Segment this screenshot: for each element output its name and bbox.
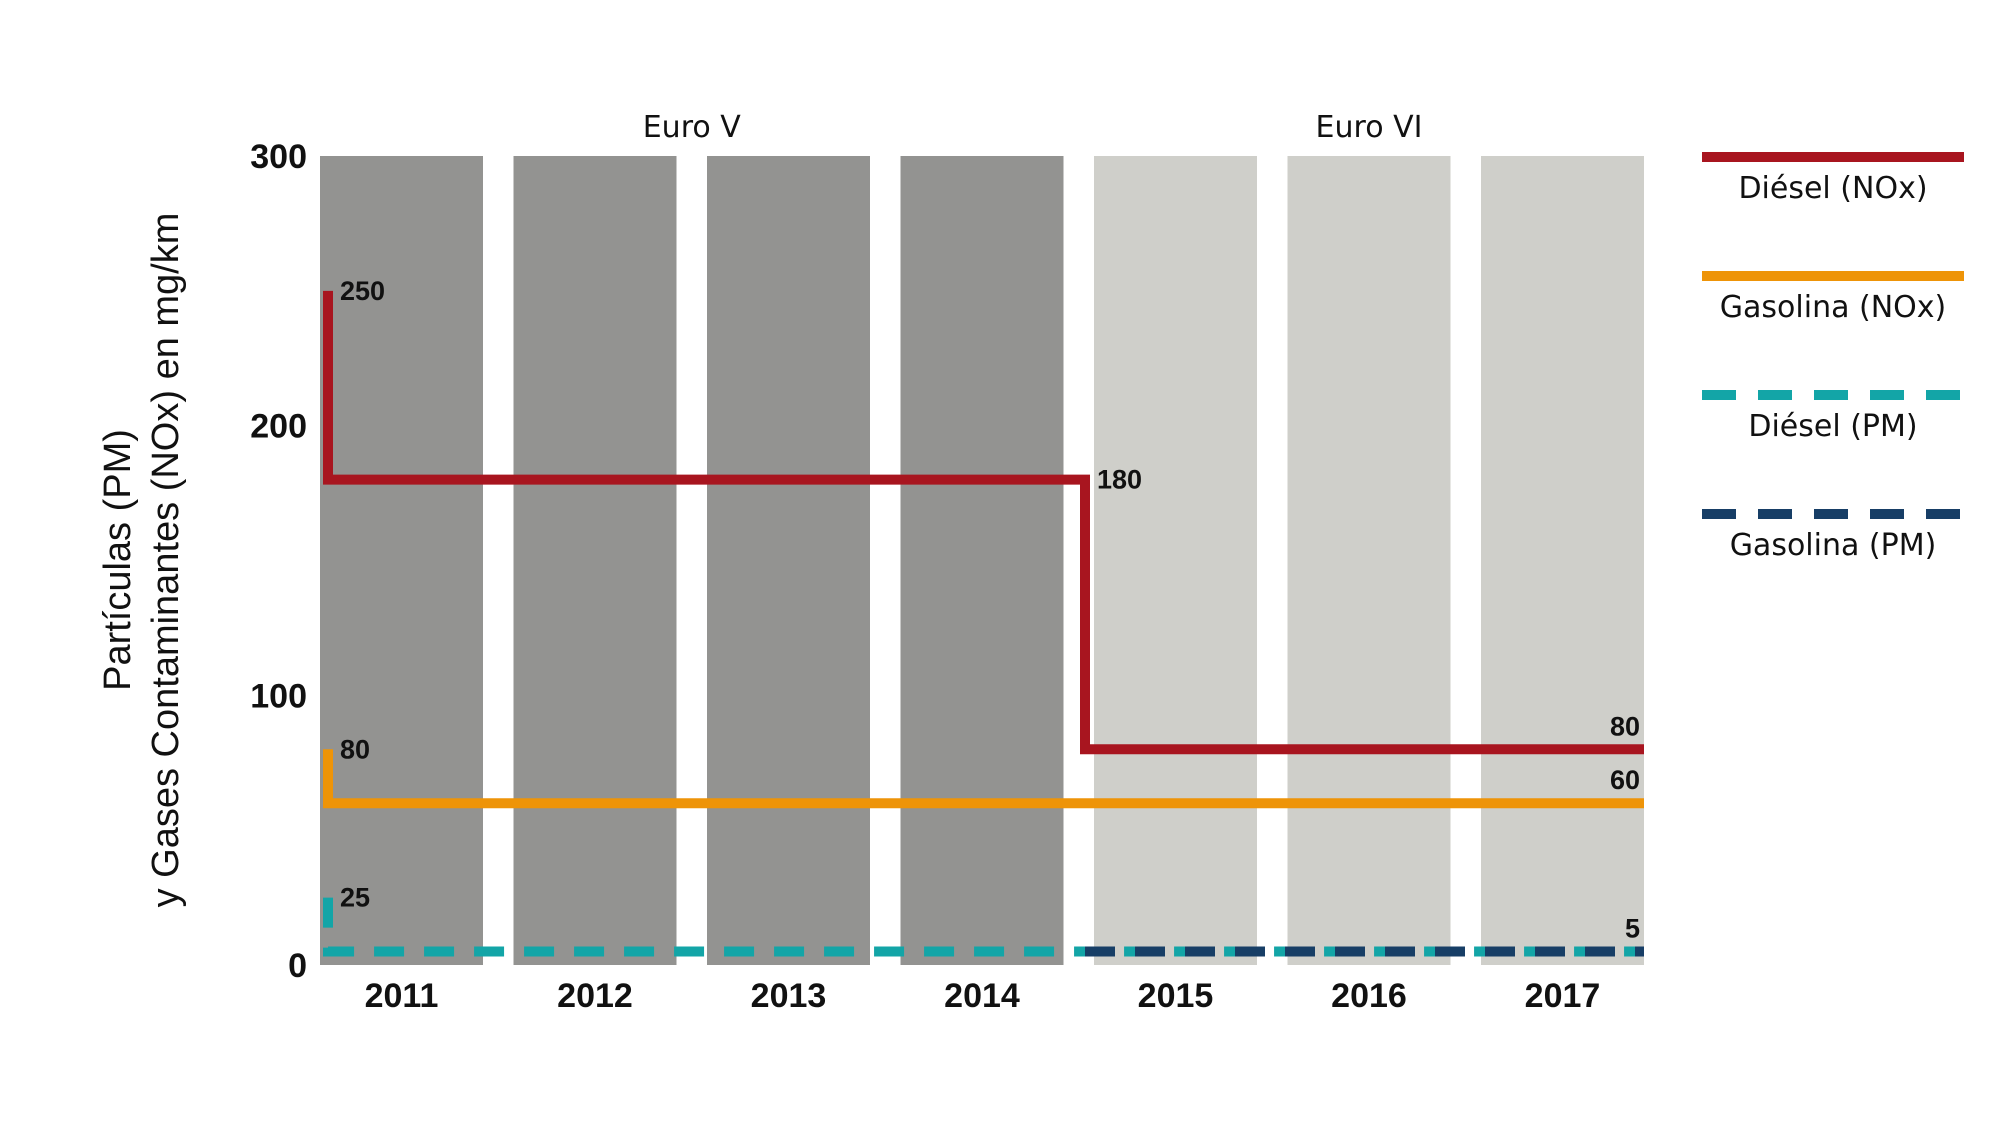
x-tick-2012: 2012: [557, 977, 633, 1015]
x-tick-2011: 2011: [365, 977, 439, 1015]
y-tick-0: 0: [288, 947, 307, 985]
series-line-1: [323, 749, 1644, 809]
year-column-2012: [513, 156, 677, 965]
data-label-4: 60: [1610, 765, 1640, 795]
legend-label-0: Diésel (NOx): [1738, 171, 1927, 206]
y-tick-100: 100: [250, 677, 307, 715]
legend-label-1: Gasolina (NOx): [1720, 290, 1946, 325]
data-label-3: 80: [340, 734, 370, 764]
x-tick-2017: 2017: [1525, 977, 1601, 1015]
y-axis-title: Partículas (PM) y Gases Contaminantes (N…: [97, 213, 187, 908]
data-label-6: 5: [1625, 914, 1640, 944]
series-line-2: [323, 897, 1644, 957]
data-label-1: 180: [1097, 465, 1142, 495]
year-column-2015: [1094, 156, 1257, 965]
data-label-5: 25: [340, 883, 370, 913]
legend-label-3: Gasolina (PM): [1730, 528, 1937, 563]
data-label-0: 250: [340, 276, 385, 306]
year-column-2013: [707, 156, 870, 965]
year-column-2011: [320, 156, 483, 965]
y-axis-title-line2: y Gases Contaminantes (NOx) en mg/km: [145, 213, 187, 908]
data-labels: 250 180 80 80 60 25 5: [340, 276, 1640, 944]
legend: Diésel (NOx) Gasolina (NOx) Diésel (PM) Gas…: [1702, 152, 1964, 563]
x-tick-2013: 2013: [751, 977, 827, 1015]
era-labels: Euro V Euro VI: [643, 110, 1423, 145]
x-axis: 2011 2012 2013 2014 2015 2016 2017: [365, 977, 1601, 1015]
x-tick-2016: 2016: [1331, 977, 1407, 1015]
y-tick-300: 300: [250, 138, 307, 176]
year-column-2016: [1287, 156, 1451, 965]
series-line-0: [323, 290, 1644, 755]
x-tick-2015: 2015: [1138, 977, 1214, 1015]
year-columns: [320, 156, 1644, 965]
legend-label-2: Diésel (PM): [1748, 409, 1917, 444]
year-column-2014: [900, 156, 1064, 965]
y-axis-title-line1: Partículas (PM): [97, 429, 139, 691]
series-lines: [323, 290, 1644, 957]
y-tick-200: 200: [250, 408, 307, 446]
data-label-2: 80: [1610, 711, 1640, 741]
era-label-1: Euro VI: [1316, 110, 1423, 145]
era-label-0: Euro V: [643, 110, 742, 145]
x-tick-2014: 2014: [944, 977, 1020, 1015]
year-column-2017: [1481, 156, 1644, 965]
y-axis: 0 100 200 300: [250, 138, 307, 985]
